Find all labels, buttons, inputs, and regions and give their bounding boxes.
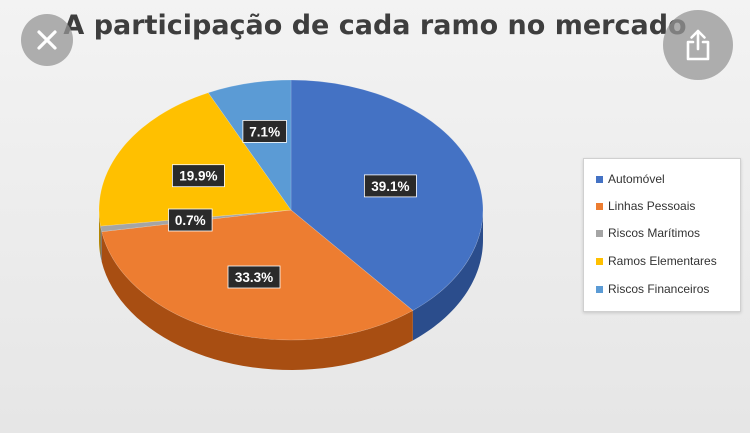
legend-label: Automóvel <box>608 172 665 186</box>
legend-swatch <box>596 257 603 265</box>
data-label-box-4 <box>242 120 287 143</box>
legend-swatch <box>596 285 603 293</box>
data-label-4: 7.1% <box>249 124 280 139</box>
legend-label: Riscos Marítimos <box>608 226 701 240</box>
close-button[interactable] <box>21 14 73 66</box>
share-icon <box>686 29 710 61</box>
legend-item-ramos-elementares: Ramos Elementares <box>596 254 717 268</box>
share-button[interactable] <box>663 10 733 80</box>
data-label-box-0 <box>363 174 417 198</box>
chart-title: A participação de cada ramo no mercado <box>63 10 687 41</box>
legend-swatch <box>596 202 603 210</box>
legend-item-linhas-pessoais: Linhas Pessoais <box>596 199 695 213</box>
pie-side-2 <box>100 226 102 262</box>
pie-slice-3 <box>98 92 292 227</box>
data-label-1: 33.3% <box>235 270 273 285</box>
pie-side-3 <box>99 210 101 257</box>
legend-label: Riscos Financeiros <box>608 282 710 296</box>
legend-label: Ramos Elementares <box>608 254 717 268</box>
pie-side-1 <box>101 231 413 370</box>
data-label-box-3 <box>171 164 225 188</box>
legend-item-riscos-financeiros: Riscos Financeiros <box>596 282 709 296</box>
legend-swatch <box>596 175 603 183</box>
data-label-2: 0.7% <box>175 213 206 228</box>
legend-swatch <box>596 229 603 237</box>
data-label-3: 19.9% <box>179 169 217 184</box>
data-label-box-2 <box>168 208 213 232</box>
data-label-box-1 <box>227 265 281 289</box>
pie-side-0 <box>412 210 483 341</box>
legend-item-automovel: Automóvel <box>596 172 665 186</box>
legend-item-riscos-maritimos: Riscos Marítimos <box>596 226 700 240</box>
pie-slice-4 <box>207 79 292 211</box>
legend-label: Linhas Pessoais <box>608 199 696 213</box>
chart-legend: Automóvel Linhas Pessoais Riscos Marítim… <box>583 158 741 312</box>
close-icon <box>37 30 57 50</box>
data-label-0: 39.1% <box>371 179 409 194</box>
